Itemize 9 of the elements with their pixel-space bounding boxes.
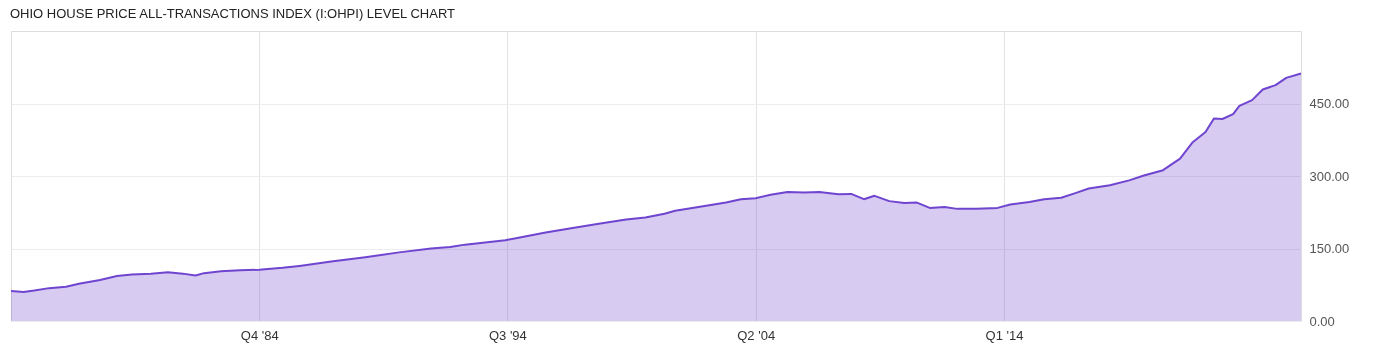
x-tick-label: Q3 '94 bbox=[488, 327, 527, 343]
y-tick-label: 150.00 bbox=[1309, 241, 1350, 256]
chart-title: OHIO HOUSE PRICE ALL-TRANSACTIONS INDEX (I:OHPI) LEVEL CHART bbox=[10, 6, 456, 21]
y-tick-label: 300.00 bbox=[1309, 168, 1350, 184]
x-tick-label: Q4 '84 bbox=[240, 327, 279, 343]
y-tick-label: 0.00 bbox=[1309, 313, 1335, 329]
y-tick-label: 450.00 bbox=[1309, 96, 1350, 111]
x-tick-label: Q2 '04 bbox=[737, 327, 776, 343]
x-tick-label: Q1 '14 bbox=[985, 327, 1024, 343]
